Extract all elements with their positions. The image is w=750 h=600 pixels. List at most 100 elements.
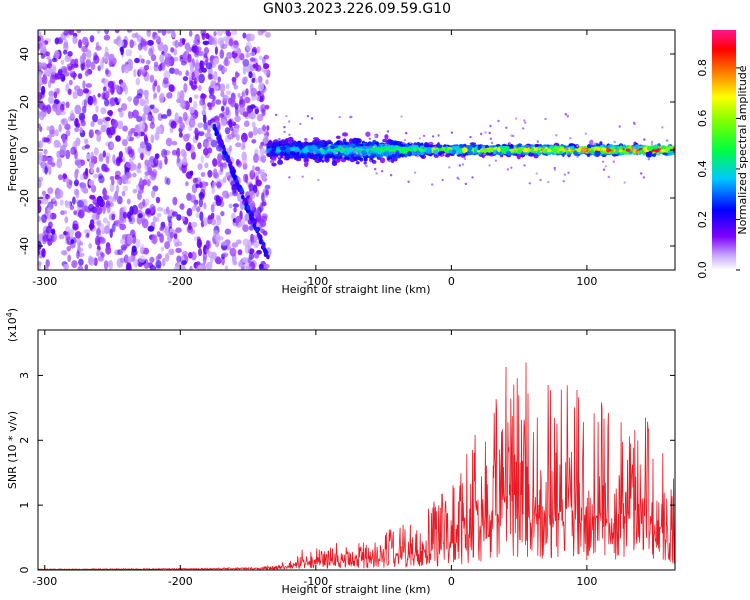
noise-mark: [138, 68, 143, 76]
signal-mark: [428, 141, 434, 146]
noise-mark: [44, 165, 48, 175]
noise-mark: [264, 32, 271, 38]
speck-mark: [413, 152, 416, 156]
signal-mark: [328, 153, 334, 159]
noise-mark: [124, 85, 129, 95]
speck-mark: [338, 115, 341, 119]
noise-mark: [101, 228, 106, 235]
noise-mark: [144, 174, 149, 180]
noise-mark: [87, 95, 94, 106]
speck-mark: [288, 176, 291, 179]
noise-mark: [231, 76, 237, 83]
x-tick-label: -100: [303, 575, 328, 588]
speck-mark: [413, 171, 417, 174]
noise-mark: [158, 93, 164, 104]
signal-mark: [343, 156, 350, 160]
noise-mark: [144, 64, 150, 71]
noise-mark: [249, 111, 256, 120]
noise-mark: [242, 238, 250, 247]
noise-mark: [120, 238, 126, 245]
signal-mark: [395, 140, 402, 147]
noise-mark: [156, 84, 161, 93]
noise-mark: [216, 181, 222, 189]
noise-mark: [45, 193, 51, 200]
noise-mark: [252, 184, 258, 194]
noise-mark: [171, 149, 178, 156]
noise-mark: [152, 107, 159, 114]
noise-mark: [61, 118, 68, 126]
signal-mark: [390, 145, 397, 149]
noise-mark: [250, 87, 257, 97]
noise-mark: [191, 71, 195, 81]
speck-mark: [458, 164, 461, 167]
speck-mark: [434, 145, 437, 148]
noise-mark: [197, 264, 203, 270]
noise-mark: [243, 96, 251, 104]
speck-mark: [489, 137, 493, 140]
speck-mark: [310, 117, 314, 120]
noise-mark: [40, 62, 47, 68]
noise-mark: [198, 181, 203, 189]
speck-mark: [294, 150, 298, 153]
speck-mark: [563, 173, 567, 176]
noise-mark: [142, 149, 147, 155]
noise-mark: [163, 52, 169, 58]
noise-mark: [89, 35, 95, 43]
noise-mark: [193, 94, 199, 100]
speck-mark: [482, 153, 485, 156]
noise-mark: [222, 252, 229, 258]
noise-mark: [122, 211, 128, 219]
speck-mark: [448, 166, 451, 169]
signal-mark: [477, 144, 482, 151]
noise-mark: [260, 104, 266, 113]
noise-mark: [84, 64, 90, 71]
noise-mark: [92, 196, 97, 205]
noise-mark: [215, 198, 222, 207]
speck-mark: [365, 146, 368, 149]
noise-mark: [76, 30, 82, 34]
noise-mark: [105, 155, 110, 165]
signal-mark: [423, 142, 430, 148]
noise-mark: [173, 233, 178, 240]
noise-mark: [88, 179, 95, 187]
noise-mark: [231, 242, 239, 248]
noise-mark: [197, 248, 203, 257]
noise-mark: [85, 167, 89, 176]
speck-mark: [400, 115, 403, 118]
noise-mark: [262, 124, 266, 132]
noise-mark: [40, 161, 47, 169]
noise-mark: [248, 131, 254, 139]
noise-mark: [207, 102, 212, 108]
noise-mark: [48, 90, 55, 98]
noise-mark: [139, 177, 143, 187]
noise-mark: [88, 256, 95, 266]
signal-mark: [609, 146, 616, 150]
speck-mark: [320, 148, 323, 151]
noise-mark: [178, 131, 183, 138]
noise-mark: [109, 142, 114, 149]
noise-mark: [139, 141, 146, 149]
x-tick-label: -200: [168, 275, 193, 288]
noise-mark: [176, 214, 182, 221]
speck-mark: [479, 132, 483, 136]
noise-mark: [102, 150, 107, 158]
speck-mark: [461, 163, 465, 166]
speck-mark: [471, 176, 474, 179]
noise-mark: [155, 217, 160, 222]
snr-multiplier: (x104): [5, 308, 19, 342]
noise-mark: [38, 123, 41, 129]
noise-mark: [132, 172, 137, 178]
noise-mark: [149, 256, 155, 263]
x-tick-label: 0: [448, 275, 455, 288]
noise-mark: [95, 130, 102, 136]
signal-mark: [379, 146, 383, 152]
noise-mark: [190, 194, 196, 203]
signal-mark: [294, 141, 300, 147]
noise-mark: [133, 258, 139, 268]
noise-mark: [223, 58, 230, 67]
signal-mark: [391, 152, 397, 159]
speck-mark: [566, 147, 569, 151]
noise-mark: [179, 122, 185, 130]
noise-mark: [212, 168, 218, 178]
noise-mark: [81, 205, 88, 213]
